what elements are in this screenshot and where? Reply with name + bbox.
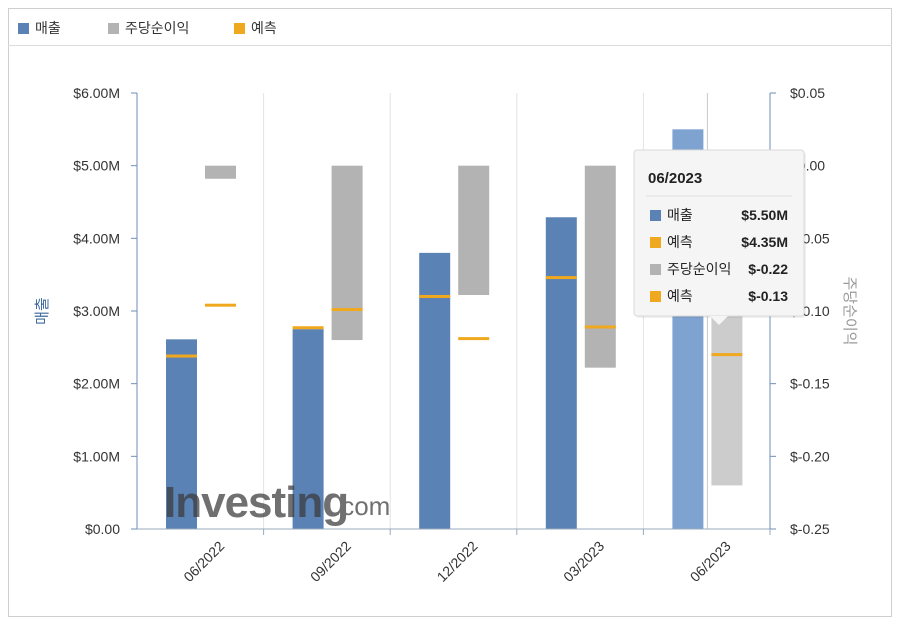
- tooltip-row-value: $-0.22: [748, 261, 788, 277]
- watermark-brand: Investing: [164, 478, 348, 527]
- legend-swatch-eps: [108, 22, 119, 34]
- eps-bar: [205, 165, 236, 179]
- chart-legend: 매출 주당순이익 예측: [8, 8, 892, 46]
- x-tick-label: 03/2023: [560, 538, 607, 585]
- eps-bar: [331, 165, 363, 341]
- legend-label-eps: 주당순이익: [125, 20, 190, 36]
- tooltip-row-label: 예측: [667, 234, 693, 250]
- tooltip: 06/2023 매출 $5.50M 예측 $4.35M 주당순이익 $-0.22 예측 $-0.…: [633, 149, 806, 325]
- eps-forecast-marker: [331, 308, 363, 312]
- left-tick-label: $5.00M: [73, 158, 120, 174]
- legend-item-eps[interactable]: 주당순이익: [108, 18, 189, 38]
- tooltip-row-value: $4.35M: [741, 234, 788, 250]
- left-tick-label: $1.00M: [73, 448, 120, 464]
- tooltip-swatch: [650, 264, 661, 275]
- revenue-forecast-marker: [292, 326, 324, 330]
- revenue-bar: [419, 252, 451, 529]
- tooltip-row-label: 주당순이익: [667, 261, 731, 277]
- eps-bar: [458, 165, 490, 296]
- revenue-forecast-marker: [545, 276, 577, 280]
- tooltip-swatch: [650, 210, 661, 221]
- legend-label-revenue: 매출: [35, 20, 61, 36]
- tooltip-pointer: [710, 316, 728, 325]
- right-tick-label: $-0.15: [790, 376, 830, 392]
- legend-swatch-revenue: [18, 22, 29, 34]
- revenue-forecast-marker: [166, 354, 197, 358]
- tooltip-swatch: [650, 291, 661, 302]
- x-tick-label: 06/2022: [180, 538, 227, 585]
- eps-bar: [584, 165, 616, 368]
- x-tick-label: 06/2023: [687, 538, 734, 585]
- investing-watermark: Investing.com: [164, 478, 390, 527]
- left-axis-title: 매출: [34, 297, 51, 325]
- left-tick-label: $4.00M: [73, 230, 120, 246]
- eps-forecast-marker: [205, 303, 236, 307]
- left-tick-label: $6.00M: [73, 85, 120, 101]
- watermark-suffix: .com: [334, 491, 390, 521]
- tooltip-row-value: $-0.13: [748, 288, 788, 304]
- tooltip-row-label: 예측: [667, 288, 693, 304]
- right-tick-label: $-0.20: [790, 448, 830, 464]
- x-tick-label: 12/2022: [434, 538, 481, 585]
- legend-item-forecast[interactable]: 예측: [234, 18, 277, 38]
- legend-label-forecast: 예측: [251, 20, 277, 36]
- left-tick-label: $3.00M: [73, 303, 120, 319]
- revenue-bar: [545, 217, 577, 529]
- eps-forecast-marker: [584, 325, 616, 329]
- right-tick-label: $-0.25: [790, 521, 830, 537]
- revenue-bar: [166, 339, 197, 529]
- legend-item-revenue[interactable]: 매출: [18, 18, 61, 38]
- tooltip-row-value: $5.50M: [741, 207, 788, 223]
- eps-forecast-marker: [711, 353, 743, 357]
- eps-forecast-marker: [458, 337, 490, 341]
- right-tick-label: $0.05: [790, 85, 825, 101]
- right-axis-title: 주당순이익: [841, 276, 858, 345]
- revenue-forecast-marker: [419, 294, 451, 298]
- tooltip-row-label: 매출: [667, 207, 693, 223]
- tooltip-swatch: [650, 237, 661, 248]
- revenue-bar: [292, 329, 324, 529]
- tooltip-title: 06/2023: [648, 170, 702, 187]
- left-tick-label: $2.00M: [73, 376, 120, 392]
- legend-swatch-forecast: [234, 22, 245, 34]
- left-tick-label: $0.00: [85, 521, 120, 537]
- x-tick-label: 09/2022: [307, 538, 354, 585]
